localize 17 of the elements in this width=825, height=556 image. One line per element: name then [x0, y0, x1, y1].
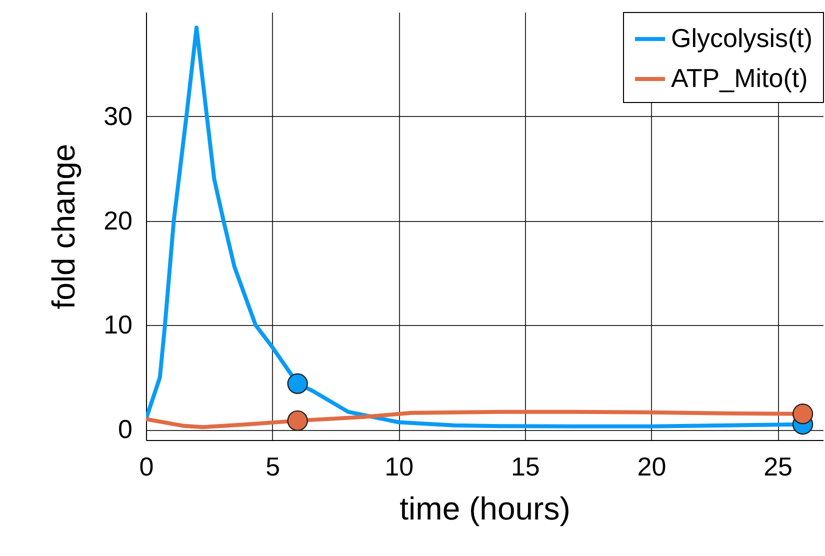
x-tick-label: 25: [764, 452, 792, 482]
y-axis-title: fold change: [46, 144, 82, 310]
y-tick-label: 10: [104, 310, 132, 340]
point: [792, 404, 814, 424]
point: [287, 410, 308, 432]
x-tick-label: 10: [384, 452, 414, 482]
x-tick-label: 0: [139, 452, 154, 482]
x-axis-title: time (hours): [400, 490, 570, 526]
x-tick-label: 15: [510, 452, 540, 482]
legend-label: ATP_Mito(t): [671, 63, 808, 93]
y-tick-label: 20: [104, 205, 132, 236]
x-tick-label: 20: [637, 452, 666, 482]
legend-label: Glycolysis(t): [671, 23, 813, 53]
y-tick-label: 0: [118, 414, 132, 444]
x-tick-label: 5: [266, 452, 280, 482]
y-tick-label: 30: [104, 100, 132, 131]
point: [287, 373, 308, 394]
